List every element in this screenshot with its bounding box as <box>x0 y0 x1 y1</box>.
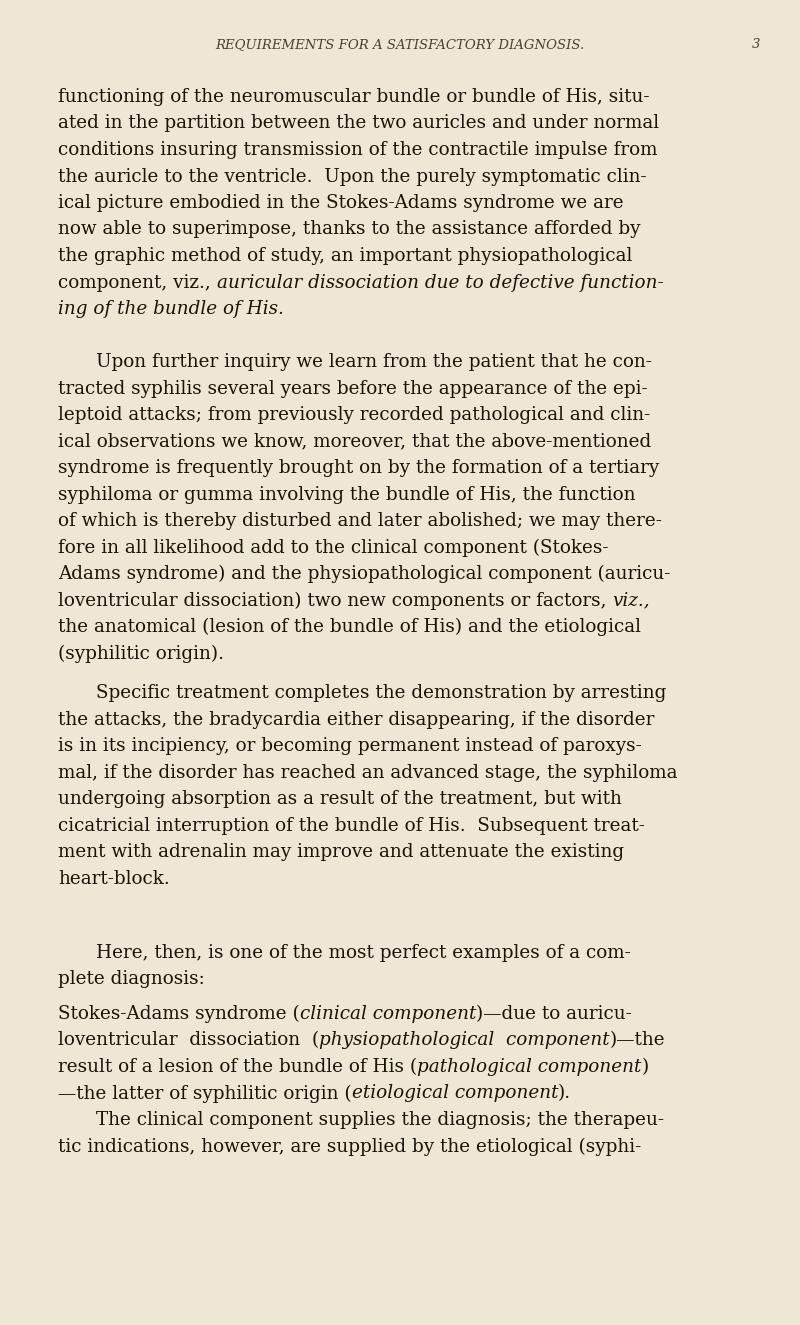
Text: The clinical component supplies the diagnosis; the therapeu-: The clinical component supplies the diag… <box>96 1110 664 1129</box>
Text: ated in the partition between the two auricles and under normal: ated in the partition between the two au… <box>58 114 659 132</box>
Text: loventricular  dissociation  (: loventricular dissociation ( <box>58 1031 319 1049</box>
Text: clinical component: clinical component <box>300 1004 476 1023</box>
Text: Upon further inquiry we learn from the patient that he con-: Upon further inquiry we learn from the p… <box>96 352 652 371</box>
Text: now able to superimpose, thanks to the assistance afforded by: now able to superimpose, thanks to the a… <box>58 220 641 238</box>
Text: cicatricial interruption of the bundle of His.  Subsequent treat-: cicatricial interruption of the bundle o… <box>58 816 645 835</box>
Text: Specific treatment completes the demonstration by arresting: Specific treatment completes the demonst… <box>96 684 666 702</box>
Text: fore in all likelihood add to the clinical component (Stokes-: fore in all likelihood add to the clinic… <box>58 538 609 556</box>
Text: syndrome is frequently brought on by the formation of a tertiary: syndrome is frequently brought on by the… <box>58 458 659 477</box>
Text: ical picture embodied in the Stokes-Adams syndrome we are: ical picture embodied in the Stokes-Adam… <box>58 193 624 212</box>
Text: heart-block.: heart-block. <box>58 869 170 888</box>
Text: plete diagnosis:: plete diagnosis: <box>58 970 205 988</box>
Text: physiopathological  component: physiopathological component <box>319 1031 610 1049</box>
Text: Stokes-Adams syndrome (: Stokes-Adams syndrome ( <box>58 1004 300 1023</box>
Text: tic indications, however, are supplied by the etiological (syphi-: tic indications, however, are supplied b… <box>58 1137 642 1155</box>
Text: REQUIREMENTS FOR A SATISFACTORY DIAGNOSIS.: REQUIREMENTS FOR A SATISFACTORY DIAGNOSI… <box>215 38 585 50</box>
Text: of which is thereby disturbed and later abolished; we may there-: of which is thereby disturbed and later … <box>58 511 662 530</box>
Text: pathological component: pathological component <box>417 1057 642 1076</box>
Text: leptoid attacks; from previously recorded pathological and clin-: leptoid attacks; from previously recorde… <box>58 405 650 424</box>
Text: ical observations we know, moreover, that the above-mentioned: ical observations we know, moreover, tha… <box>58 432 651 450</box>
Text: syphiloma or gumma involving the bundle of His, the function: syphiloma or gumma involving the bundle … <box>58 485 635 504</box>
Text: 3: 3 <box>752 38 760 50</box>
Text: the graphic method of study, an important physiopathological: the graphic method of study, an importan… <box>58 246 632 265</box>
Text: (syphilitic origin).: (syphilitic origin). <box>58 644 224 662</box>
Text: ing of the bundle of His.: ing of the bundle of His. <box>58 299 284 318</box>
Text: viz.,: viz., <box>612 591 650 610</box>
Text: functioning of the neuromuscular bundle or bundle of His, situ-: functioning of the neuromuscular bundle … <box>58 87 650 106</box>
Text: the anatomical (lesion of the bundle of His) and the etiological: the anatomical (lesion of the bundle of … <box>58 617 641 636</box>
Text: auricular dissociation due to defective function-: auricular dissociation due to defective … <box>217 273 663 292</box>
Text: mal, if the disorder has reached an advanced stage, the syphiloma: mal, if the disorder has reached an adva… <box>58 763 678 782</box>
Text: conditions insuring transmission of the contractile impulse from: conditions insuring transmission of the … <box>58 140 658 159</box>
Text: )—due to auricu-: )—due to auricu- <box>476 1004 632 1023</box>
Text: ).: ). <box>558 1084 571 1102</box>
Text: loventricular dissociation) two new components or factors,: loventricular dissociation) two new comp… <box>58 591 612 610</box>
Text: tracted syphilis several years before the appearance of the epi-: tracted syphilis several years before th… <box>58 379 648 398</box>
Text: component, viz.,: component, viz., <box>58 273 217 292</box>
Text: is in its incipiency, or becoming permanent instead of paroxys-: is in its incipiency, or becoming perman… <box>58 737 642 755</box>
Text: result of a lesion of the bundle of His (: result of a lesion of the bundle of His … <box>58 1057 417 1076</box>
Text: )—the: )—the <box>610 1031 666 1049</box>
Text: —the latter of syphilitic origin (: —the latter of syphilitic origin ( <box>58 1084 352 1102</box>
Text: the auricle to the ventricle.  Upon the purely symptomatic clin-: the auricle to the ventricle. Upon the p… <box>58 167 646 186</box>
Text: Here, then, is one of the most perfect examples of a com-: Here, then, is one of the most perfect e… <box>96 943 630 962</box>
Text: etiological component: etiological component <box>352 1084 558 1102</box>
Text: undergoing absorption as a result of the treatment, but with: undergoing absorption as a result of the… <box>58 790 622 808</box>
Text: ment with adrenalin may improve and attenuate the existing: ment with adrenalin may improve and atte… <box>58 843 624 861</box>
Text: ): ) <box>642 1057 649 1076</box>
Text: Adams syndrome) and the physiopathological component (auricu-: Adams syndrome) and the physiopathologic… <box>58 564 670 583</box>
Text: the attacks, the bradycardia either disappearing, if the disorder: the attacks, the bradycardia either disa… <box>58 710 654 729</box>
